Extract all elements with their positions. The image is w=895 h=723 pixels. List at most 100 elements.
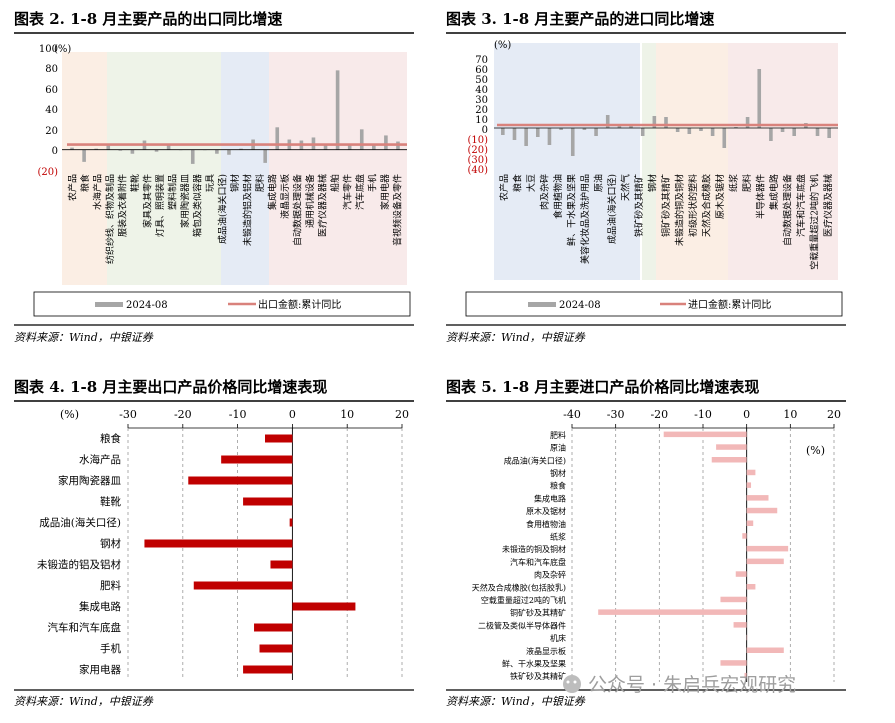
bar: [742, 533, 747, 539]
category-label: 汽车和汽车底盘: [48, 621, 122, 634]
bar: [720, 660, 747, 666]
gridlines: [127, 428, 403, 680]
y-tick-label-negative: (20): [37, 167, 58, 178]
category-label: 半导体器件: [755, 174, 767, 219]
bar: [243, 497, 293, 506]
category-labels: 农产品 粮食 水海产品 纺织纱线、织物及制品 服装及衣着附件 鞋靴 家具及其零件 灯具、照明装…: [66, 174, 403, 264]
bar: [769, 128, 773, 141]
x-tick-label: 10: [340, 408, 354, 421]
bar: [154, 149, 159, 152]
category-label: 家用电器: [79, 663, 121, 676]
category-label: 鞋靴: [100, 495, 121, 508]
category-label: 肥料: [254, 174, 266, 192]
category-label: 集成电路: [768, 174, 780, 210]
chart-import-growth: 图表 3. 1-8 月主要产品的进口同比增速 70 60 50 40 30 20…: [446, 10, 846, 344]
category-label: 农产品: [498, 174, 510, 201]
category-label: 肥料: [550, 430, 566, 440]
wechat-icon: [563, 675, 581, 693]
unit-label: (%): [494, 40, 511, 51]
category-label: 音视频设备及零件: [392, 174, 404, 246]
bar: [263, 149, 267, 163]
bar: [716, 444, 747, 450]
bar: [663, 431, 747, 438]
category-label: 灯具、照明装置: [154, 174, 166, 237]
bar: [582, 128, 587, 130]
category-label: 未锻造的铜及铜材: [674, 174, 686, 246]
source-note: 资料来源：Wind，中银证券: [446, 331, 586, 344]
category-label: 家用陶瓷器皿: [58, 474, 121, 487]
bar: [745, 117, 750, 128]
category-label: 鲜、干水果及坚果: [502, 658, 566, 668]
bar: [259, 644, 293, 653]
category-label: 鞋靴: [129, 174, 141, 192]
x-tick-label: 0: [289, 408, 296, 421]
category-label: 肥料: [100, 579, 121, 592]
category-label: 美容化妆品及洗护用品: [579, 174, 591, 264]
category-label: 液晶显示板: [279, 174, 291, 219]
x-tick-label: -30: [119, 408, 137, 421]
category-label: 钢材: [646, 174, 658, 192]
bar: [815, 128, 820, 136]
bar: [746, 634, 748, 641]
bar: [733, 622, 747, 628]
y-tick-label: 60: [475, 65, 488, 76]
category-label: 未锻造的铜及铜材: [502, 544, 566, 554]
category-label: 塑料制品: [166, 174, 178, 210]
category-label: 未锻造的铝及铝材: [242, 174, 254, 246]
bar: [335, 70, 340, 150]
y-tick-label-negative: (20): [467, 145, 488, 156]
bar: [744, 672, 747, 679]
y-tick-label: 20: [45, 126, 58, 137]
legend-label: 2024-08: [559, 300, 601, 311]
category-label: 自动数据处理设备: [782, 174, 794, 246]
bar: [687, 128, 692, 134]
category-band: [494, 43, 640, 280]
bar: [215, 149, 219, 154]
legend-label: 进口金额:累计同比: [688, 298, 771, 311]
x-tick-label: 20: [395, 408, 409, 421]
bar: [347, 143, 352, 150]
y-tick-label: 10: [475, 115, 488, 126]
bar: [746, 469, 756, 476]
bar: [570, 128, 575, 156]
bar: [559, 128, 563, 130]
y-tick-label: 0: [52, 146, 58, 157]
watermark: 公众号 · 朱启兵宏观研究: [563, 674, 796, 696]
bar: [746, 495, 769, 501]
category-band: [269, 170, 407, 285]
category-label: 机床: [550, 633, 566, 643]
category-label: 服装及衣着附件: [116, 174, 128, 237]
x-axis: -30 -20 -10 0 10 20: [119, 408, 409, 429]
bar: [193, 581, 293, 590]
category-label: 家具及其零件: [141, 174, 153, 228]
category-label: 成品油(海关口径): [606, 174, 618, 244]
category-label: 手机: [367, 174, 379, 192]
bar: [190, 149, 195, 164]
legend-swatch-bar: [528, 302, 556, 307]
x-axis: -40 -30 -20 -10 0 10 20: [563, 408, 841, 429]
category-label: 医疗仪器及器械: [317, 174, 329, 237]
category-label: 成品油(海关口径): [504, 455, 566, 465]
y-tick-label: 40: [45, 105, 58, 116]
category-label: 成品油(海关口径): [216, 174, 228, 244]
bar-series-2024-08: [501, 69, 831, 156]
category-label: 大豆: [525, 174, 537, 192]
bar: [746, 545, 789, 552]
y-tick-label: 20: [475, 105, 488, 116]
category-label: 集成电路: [267, 174, 279, 210]
category-label: 自动数据处理设备: [292, 174, 304, 246]
bar: [640, 128, 645, 136]
y-tick-label: 40: [475, 85, 488, 96]
y-tick-label-negative: (30): [467, 155, 488, 166]
x-tick-label: -40: [563, 408, 581, 421]
unit-label: (%): [54, 44, 71, 55]
bar: [70, 147, 74, 150]
category-label: 纺织纱线、织物及制品: [104, 174, 116, 264]
x-tick-label: 0: [743, 408, 750, 421]
bar: [275, 127, 280, 150]
legend-label: 2024-08: [126, 300, 168, 311]
category-label: 肉及杂碎: [538, 174, 550, 210]
chart-export-growth: 图表 2. 1-8 月主要产品的出口同比增速 100 80 60 40 20 0…: [14, 10, 414, 344]
category-label: 食用植物油: [552, 174, 564, 219]
